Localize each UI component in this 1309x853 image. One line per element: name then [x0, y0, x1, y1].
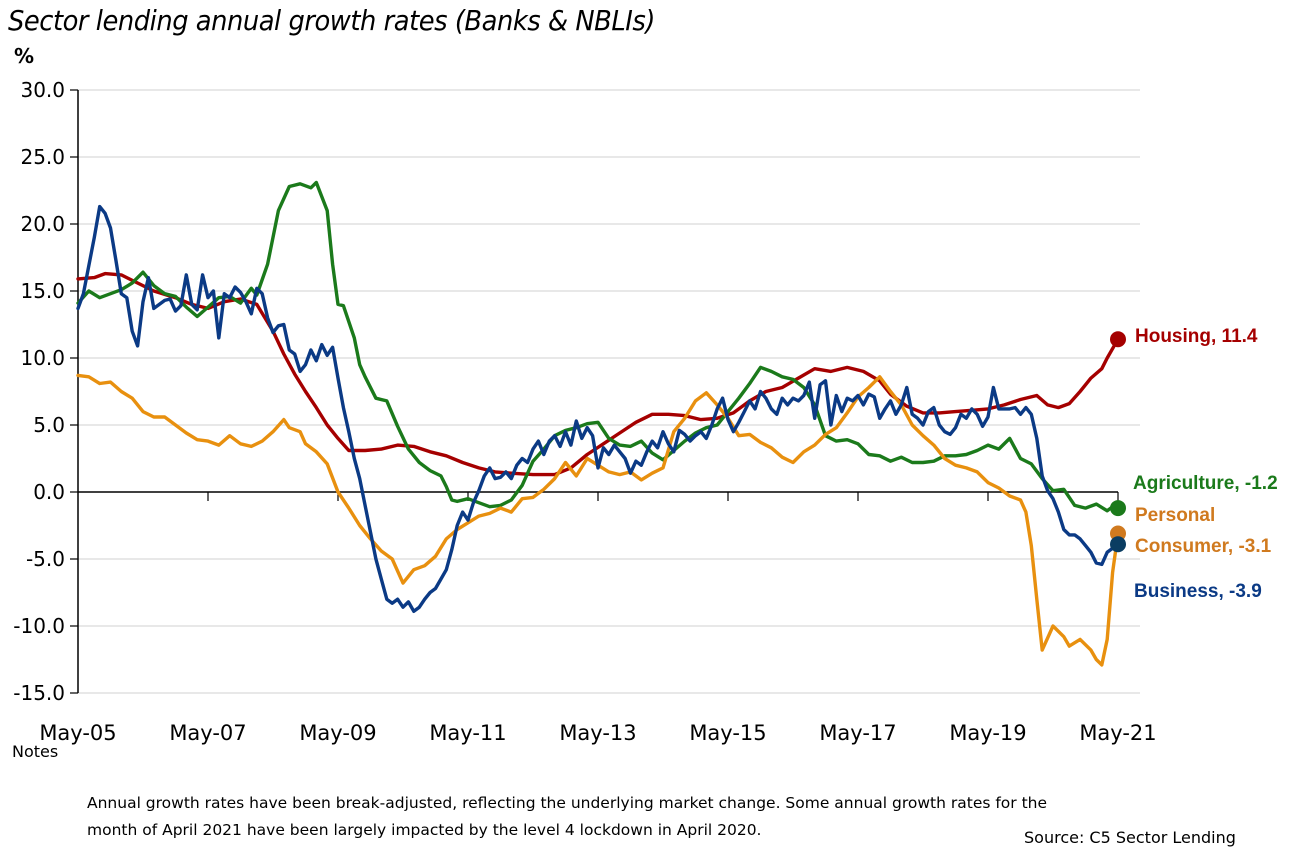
y-tick-label: 20.0 — [20, 212, 65, 236]
end-label: Agriculture, -1.2 — [1133, 473, 1278, 494]
end-markers — [1110, 331, 1126, 553]
chart-title: Sector lending annual growth rates (Bank… — [8, 4, 655, 37]
y-tick-label: -15.0 — [13, 681, 65, 705]
x-tick-label: May-07 — [169, 721, 246, 745]
end-label: Consumer, -3.1 — [1135, 536, 1272, 557]
x-tick-label: May-13 — [559, 721, 636, 745]
end-marker-agriculture — [1110, 500, 1126, 517]
notes-text: Annual growth rates have been break-adju… — [87, 794, 1048, 839]
x-tick-label: May-11 — [429, 721, 506, 745]
y-tick-label: -5.0 — [26, 547, 65, 571]
end-marker-housing — [1110, 331, 1126, 348]
gridlines — [78, 89, 1140, 694]
y-tick-label: 5.0 — [33, 413, 65, 437]
y-tick-label: 10.0 — [20, 346, 65, 370]
end-label: Housing, 11.4 — [1135, 326, 1258, 347]
end-label: Personal — [1135, 505, 1215, 526]
x-tick-label: May-09 — [299, 721, 376, 745]
x-tick-label: May-21 — [1079, 721, 1156, 745]
series-line-personal-consumer — [76, 373, 1120, 667]
end-label: Business, -3.9 — [1134, 581, 1262, 602]
series-line-housing — [76, 271, 1120, 477]
series-lines — [76, 180, 1120, 667]
notes-heading: Notes — [12, 742, 59, 761]
y-axis-unit-label: % — [14, 44, 35, 68]
x-tick-label: May-17 — [819, 721, 896, 745]
end-labels: Housing, 11.4 Agriculture, -1.2 Personal Co… — [1133, 326, 1278, 602]
y-axis-ticks: 30.0 25.0 20.0 15.0 10.0 5.0 0.0 -5.0 -10.0 -15.0 — [13, 78, 78, 705]
source-text: Source: C5 Sector Lending — [1024, 828, 1236, 847]
end-marker-business — [1110, 536, 1126, 553]
x-axis-ticks: May-05 May-07 May-09 May-11 May-13 May-15 May-… — [39, 492, 1157, 745]
x-tick-label: May-19 — [949, 721, 1026, 745]
series-line-business — [76, 204, 1120, 613]
y-tick-label: -10.0 — [13, 614, 65, 638]
x-tick-label: May-05 — [39, 721, 116, 745]
y-tick-label: 30.0 — [20, 78, 65, 102]
y-tick-label: 0.0 — [33, 480, 65, 504]
y-tick-label: 15.0 — [20, 279, 65, 303]
y-tick-label: 25.0 — [20, 145, 65, 169]
x-tick-label: May-15 — [689, 721, 766, 745]
